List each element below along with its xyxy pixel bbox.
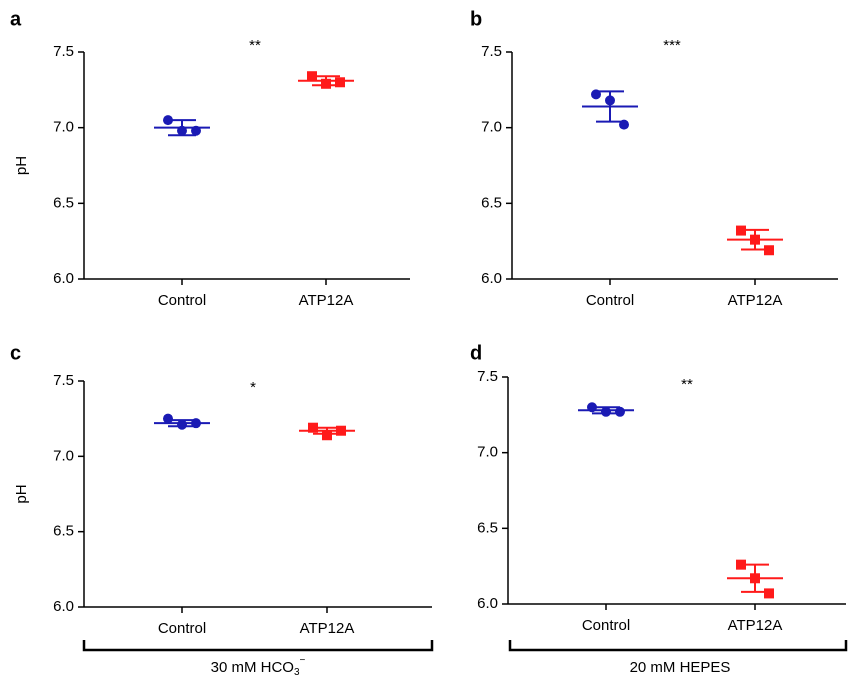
significance: ** (681, 376, 693, 393)
point (601, 406, 611, 417)
y-tick-label: 6.0 (481, 270, 502, 287)
point (736, 559, 746, 570)
point (322, 430, 332, 441)
y-tick-label: 7.5 (53, 43, 74, 60)
y-tick-label: 7.5 (481, 43, 502, 60)
bracket-label: 20 mM HEPES (630, 659, 731, 676)
y-tick-label: 6.5 (477, 519, 498, 536)
y-tick-label: 6.0 (53, 598, 74, 615)
point (605, 95, 615, 106)
y-axis-label: pH (13, 484, 30, 503)
x-tick-label: Control (586, 292, 634, 309)
significance: * (250, 379, 256, 396)
bracket-label: 30 mM HCO3− (211, 655, 306, 678)
point (619, 119, 629, 130)
panel-label: c (10, 342, 21, 364)
y-tick-label: 6.5 (481, 194, 502, 211)
point (308, 422, 318, 433)
point (615, 406, 625, 417)
x-tick-label: Control (158, 292, 206, 309)
x-tick-label: Control (158, 620, 206, 637)
bracket-text: 30 mM HCO (211, 659, 294, 676)
point (177, 125, 187, 136)
panel-label: d (470, 342, 482, 364)
bracket (508, 640, 848, 652)
bracket-sub: 3 (294, 667, 300, 678)
significance: ** (249, 37, 261, 54)
point (191, 125, 201, 136)
point (163, 115, 173, 126)
bracket-sup: − (300, 655, 306, 666)
point (750, 234, 760, 245)
point (191, 418, 201, 429)
x-tick-label: ATP12A (300, 620, 355, 637)
y-tick-label: 7.0 (481, 119, 502, 136)
point (307, 71, 317, 82)
y-tick-label: 6.0 (477, 595, 498, 612)
y-tick-label: 7.0 (53, 447, 74, 464)
x-tick-label: ATP12A (728, 617, 783, 634)
bracket-d: 20 mM HEPES (508, 640, 848, 676)
panel-label: a (10, 8, 22, 30)
point (591, 89, 601, 100)
y-tick-label: 7.5 (477, 368, 498, 385)
y-axis-label: pH (13, 156, 30, 175)
point (587, 402, 597, 413)
bracket-c: 30 mM HCO3− (82, 640, 434, 678)
y-tick-label: 6.5 (53, 523, 74, 540)
point (336, 425, 346, 436)
y-tick-label: 7.5 (53, 372, 74, 389)
panel-label: b (470, 8, 482, 30)
x-tick-label: ATP12A (299, 292, 354, 309)
point (750, 573, 760, 584)
significance: *** (663, 37, 681, 54)
y-tick-label: 6.0 (53, 270, 74, 287)
y-tick-label: 6.5 (53, 194, 74, 211)
point (335, 77, 345, 88)
point (764, 245, 774, 256)
point (736, 225, 746, 236)
x-tick-label: ATP12A (728, 292, 783, 309)
y-tick-label: 7.0 (53, 119, 74, 136)
point (177, 419, 187, 430)
point (163, 413, 173, 424)
bracket (82, 640, 434, 652)
x-tick-label: Control (582, 617, 630, 634)
point (321, 78, 331, 89)
point (764, 588, 774, 599)
y-tick-label: 7.0 (477, 444, 498, 461)
